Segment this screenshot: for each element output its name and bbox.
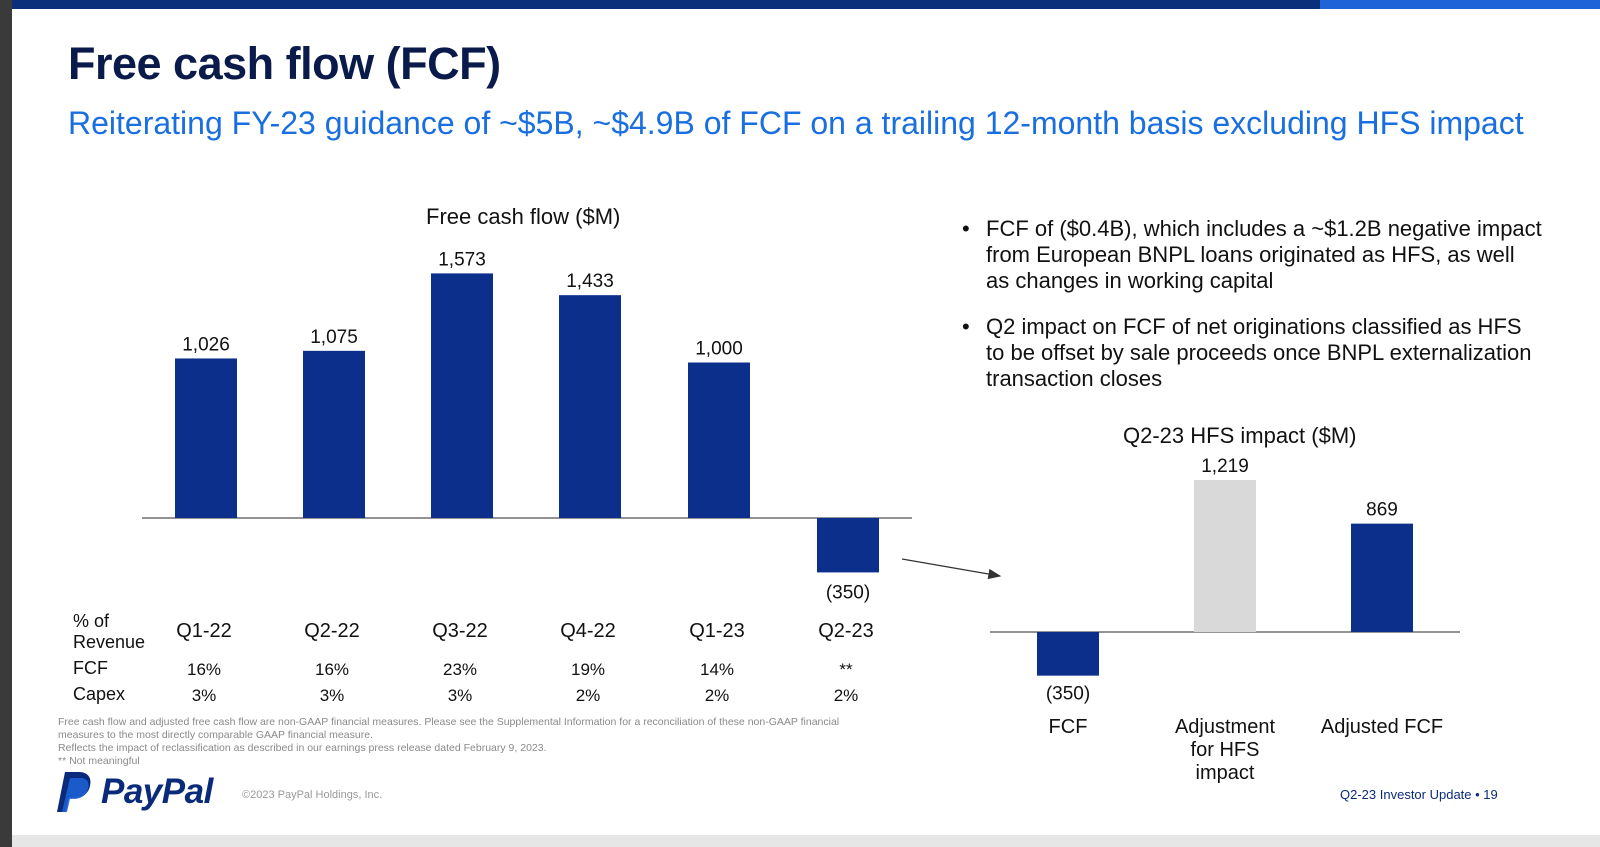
fcf-bar <box>175 358 237 518</box>
fcf-chart-title: Free cash flow ($M) <box>426 204 621 229</box>
fcf-bar-value-label: 1,573 <box>438 249 486 270</box>
page-subtitle: Reiterating FY-23 guidance of ~$5B, ~$4.… <box>68 105 1524 141</box>
footnote-line: Free cash flow and adjusted free cash fl… <box>58 716 840 728</box>
top-color-bar <box>12 0 1600 9</box>
footnote-line: Reflects the impact of reclassification … <box>58 742 547 754</box>
top-color-bar-accent <box>1320 0 1600 9</box>
fcf-bar-value-label: (350) <box>826 582 870 603</box>
fcf-bar-value-label: 1,075 <box>310 327 358 348</box>
fcf-bar-value-label: 1,000 <box>695 339 743 360</box>
capex-percent-cell: 3% <box>191 686 217 705</box>
hfs-bar <box>1194 479 1256 632</box>
bullet-list: FCF of ($0.4B), which includes a ~$1.2B … <box>962 216 1542 412</box>
paypal-wordmark: PayPal <box>101 772 213 811</box>
page-title: Free cash flow (FCF) <box>68 38 501 89</box>
fcf-percent-cell: 19% <box>570 660 606 679</box>
hfs-category-label: impact <box>1196 762 1255 784</box>
revenue-header-line-2: Revenue <box>73 632 146 652</box>
capex-row-label: Capex <box>73 684 126 704</box>
hfs-bar <box>1351 523 1413 632</box>
hfs-category-label: Adjusted FCF <box>1321 716 1443 738</box>
hfs-category-label: for HFS <box>1191 739 1260 761</box>
hfs-chart-title: Q2-23 HFS impact ($M) <box>1123 423 1357 448</box>
fcf-category-label: Q1-23 <box>689 620 745 642</box>
paypal-p-icon <box>57 772 91 812</box>
revenue-header: % of Revenue <box>73 611 145 653</box>
bullet-item: FCF of ($0.4B), which includes a ~$1.2B … <box>962 216 1542 294</box>
fcf-category-label: Q2-22 <box>304 620 360 642</box>
fcf-bar <box>688 362 750 518</box>
fcf-category-label: Q3-22 <box>432 620 488 642</box>
fcf-bar <box>431 273 493 518</box>
capex-percent-cell: 3% <box>447 686 473 705</box>
footnote-line: measures to the most directly comparable… <box>58 729 373 741</box>
fcf-percent-cell: 16% <box>186 660 222 679</box>
fcf-bar-value-label: 1,433 <box>566 271 614 292</box>
fcf-category-label: Q1-22 <box>176 620 232 642</box>
hfs-category-label: FCF <box>1049 716 1088 738</box>
capex-percent-cell: 3% <box>319 686 345 705</box>
capex-percent-cell: 2% <box>575 686 601 705</box>
hfs-category-label: Adjustment <box>1175 716 1275 738</box>
fcf-bar <box>303 350 365 518</box>
bullet-item: Q2 impact on FCF of net originations cla… <box>962 314 1542 392</box>
capex-percent-cell: 2% <box>833 686 859 705</box>
slide-bottom-edge <box>12 835 1600 847</box>
fcf-category-label: Q2-23 <box>818 620 874 642</box>
fcf-percent-cell: 14% <box>699 660 735 679</box>
footnotes: Free cash flow and adjusted free cash fl… <box>58 716 958 768</box>
window-left-edge <box>0 0 12 847</box>
fcf-bar <box>559 295 621 518</box>
hfs-bar-value-label: 1,219 <box>1201 456 1249 477</box>
revenue-header-line-1: % of <box>73 611 110 631</box>
hfs-bar-value-label: (350) <box>1046 684 1090 705</box>
footnote-line: ** Not meaningful <box>58 755 140 767</box>
fcf-bar <box>817 518 879 573</box>
fcf-percent-cell: 16% <box>314 660 350 679</box>
fcf-row-label: FCF <box>73 658 108 678</box>
hfs-bar <box>1037 632 1099 676</box>
fcf-bar-value-label: 1,026 <box>182 334 230 355</box>
hfs-bar-value-label: 869 <box>1366 500 1398 521</box>
capex-percent-cell: 2% <box>704 686 730 705</box>
page-footer-info: Q2-23 Investor Update • 19 <box>1340 787 1498 802</box>
fcf-percent-cell: 23% <box>442 660 478 679</box>
fcf-percent-cell: ** <box>839 660 853 679</box>
fcf-category-label: Q4-22 <box>560 620 616 642</box>
paypal-logo: PayPal <box>55 770 213 814</box>
copyright: ©2023 PayPal Holdings, Inc. <box>242 789 383 801</box>
connector-arrow <box>901 558 1002 580</box>
